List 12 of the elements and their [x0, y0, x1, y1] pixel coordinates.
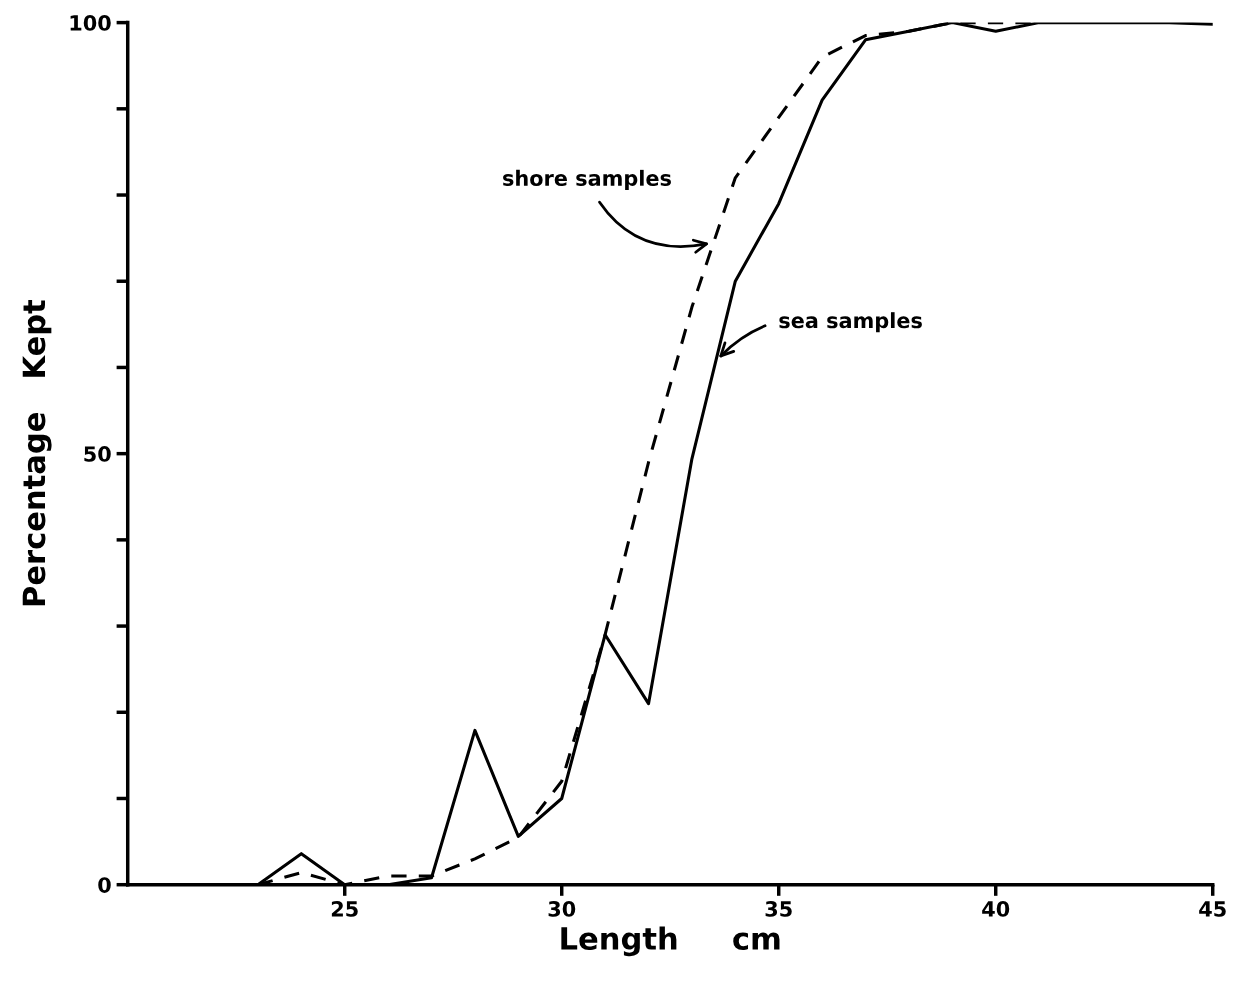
text: sea samples [779, 312, 922, 333]
y-tick-label: 100 [70, 15, 111, 31]
y-axis-title: Percentage Kept [22, 299, 52, 606]
y-tick-label: 50 [84, 446, 111, 462]
text: shore samples [503, 169, 671, 191]
x-tick-label: 30 [548, 901, 576, 917]
x-tick-label: 25 [331, 901, 358, 917]
x-tick-label: 40 [982, 901, 1010, 917]
y-tick-label: 0 [98, 877, 111, 893]
x-tick-label: 45 [1199, 901, 1226, 917]
x-axis-title: Length cm [561, 926, 780, 957]
x-tick-label: 35 [765, 901, 792, 917]
